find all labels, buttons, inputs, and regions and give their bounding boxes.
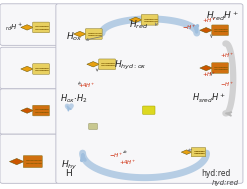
Polygon shape	[74, 31, 86, 37]
Polygon shape	[200, 65, 212, 71]
Text: $_{rd}H^+$: $_{rd}H^+$	[5, 22, 23, 33]
FancyBboxPatch shape	[0, 134, 58, 183]
Polygon shape	[200, 28, 212, 33]
Polygon shape	[21, 108, 33, 113]
Text: $-H^+$: $-H^+$	[220, 80, 234, 89]
FancyBboxPatch shape	[23, 156, 42, 168]
Text: hyd:red: hyd:red	[202, 169, 231, 178]
Text: $H_{red}$: $H_{red}$	[129, 19, 148, 31]
FancyBboxPatch shape	[33, 22, 49, 33]
Text: $+H^+$: $+H^+$	[220, 52, 234, 60]
FancyBboxPatch shape	[141, 15, 158, 25]
Polygon shape	[181, 150, 192, 154]
FancyBboxPatch shape	[99, 59, 116, 70]
Text: $H_{sred}H^+$: $H_{sred}H^+$	[192, 92, 226, 105]
Text: $-H^+$: $-H^+$	[182, 23, 197, 32]
FancyBboxPatch shape	[33, 105, 49, 116]
FancyBboxPatch shape	[212, 63, 228, 73]
Text: $H_{ox}$: $H_{ox}$	[66, 30, 82, 43]
Polygon shape	[87, 62, 100, 67]
Text: $+H^+$: $+H^+$	[202, 16, 216, 25]
Text: $H_{ox}$$\cdot$$H_2$: $H_{ox}$$\cdot$$H_2$	[60, 92, 87, 105]
Text: H: H	[66, 169, 72, 178]
Polygon shape	[21, 25, 33, 30]
Text: $+4H^+$: $+4H^+$	[119, 158, 137, 167]
FancyBboxPatch shape	[56, 4, 243, 183]
FancyBboxPatch shape	[0, 89, 58, 134]
FancyBboxPatch shape	[143, 106, 155, 114]
FancyBboxPatch shape	[191, 148, 206, 157]
FancyBboxPatch shape	[89, 123, 97, 129]
Text: $H_{hyd:ox}$: $H_{hyd:ox}$	[114, 59, 147, 72]
Text: $-H^+$: $-H^+$	[109, 151, 124, 160]
Text: $H_{hy}$: $H_{hy}$	[61, 159, 77, 172]
Text: $+H^+$: $+H^+$	[202, 70, 216, 79]
Polygon shape	[129, 17, 142, 22]
Text: $H_{red}H^+$: $H_{red}H^+$	[206, 9, 239, 23]
Polygon shape	[21, 66, 33, 72]
Polygon shape	[9, 159, 24, 165]
Text: $+4H^+$: $+4H^+$	[78, 81, 95, 90]
FancyBboxPatch shape	[0, 4, 58, 45]
FancyBboxPatch shape	[0, 47, 58, 89]
FancyBboxPatch shape	[85, 29, 102, 39]
Text: hyd:red: hyd:red	[212, 180, 239, 186]
FancyBboxPatch shape	[212, 25, 228, 36]
FancyBboxPatch shape	[33, 64, 49, 74]
